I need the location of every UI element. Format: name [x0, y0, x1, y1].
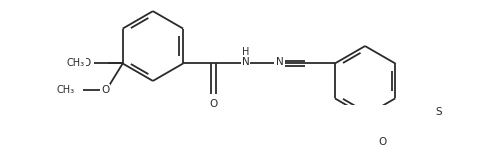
Text: S: S	[435, 107, 442, 117]
Text: O: O	[378, 137, 387, 147]
Text: O: O	[210, 99, 218, 109]
Text: N: N	[242, 57, 250, 67]
Text: CH₃: CH₃	[57, 85, 75, 95]
Text: CH₃: CH₃	[66, 59, 85, 69]
Text: N: N	[276, 57, 283, 67]
Text: O: O	[101, 85, 109, 95]
Text: O: O	[82, 59, 91, 69]
Text: H: H	[242, 47, 249, 57]
